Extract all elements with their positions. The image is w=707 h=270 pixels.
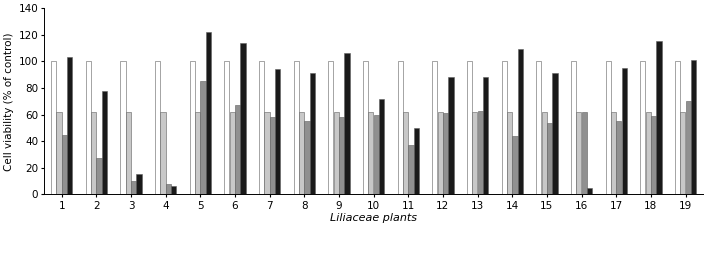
Bar <box>310 73 315 194</box>
Bar <box>165 184 171 194</box>
Bar <box>363 61 368 194</box>
Bar <box>120 61 126 194</box>
Bar <box>501 61 507 194</box>
Bar <box>374 114 379 194</box>
Bar <box>86 61 91 194</box>
Bar <box>200 81 206 194</box>
Bar <box>328 61 334 194</box>
Bar <box>571 61 576 194</box>
Bar <box>478 111 483 194</box>
X-axis label: Liliaceae plants: Liliaceae plants <box>330 213 417 224</box>
Bar <box>621 68 627 194</box>
Bar <box>379 99 384 194</box>
Bar <box>299 112 304 194</box>
Bar <box>136 174 141 194</box>
Bar <box>513 136 518 194</box>
Bar <box>617 121 621 194</box>
Bar <box>126 112 131 194</box>
Bar <box>230 112 235 194</box>
Bar <box>587 188 592 194</box>
Bar <box>675 61 680 194</box>
Bar <box>189 61 195 194</box>
Bar <box>160 112 165 194</box>
Bar <box>414 128 419 194</box>
Bar <box>293 61 299 194</box>
Bar <box>403 112 408 194</box>
Bar <box>651 116 656 194</box>
Bar <box>507 112 512 194</box>
Bar <box>368 112 373 194</box>
Bar <box>397 61 403 194</box>
Bar <box>67 58 72 194</box>
Bar <box>344 53 349 194</box>
Bar <box>102 91 107 194</box>
Bar <box>641 61 645 194</box>
Bar <box>62 134 67 194</box>
Bar <box>472 112 477 194</box>
Bar <box>605 61 611 194</box>
Bar <box>131 181 136 194</box>
Bar <box>195 112 200 194</box>
Bar <box>334 112 339 194</box>
Bar <box>691 60 696 194</box>
Bar <box>552 73 558 194</box>
Bar <box>680 112 685 194</box>
Bar <box>656 41 662 194</box>
Bar <box>240 43 245 194</box>
Bar <box>686 101 691 194</box>
Bar <box>576 112 581 194</box>
Bar <box>409 145 414 194</box>
Bar <box>51 61 56 194</box>
Bar <box>235 105 240 194</box>
Bar <box>224 61 230 194</box>
Bar <box>467 61 472 194</box>
Bar <box>438 112 443 194</box>
Bar <box>91 112 96 194</box>
Bar <box>542 112 547 194</box>
Bar <box>448 77 454 194</box>
Bar <box>547 123 552 194</box>
Bar <box>57 112 62 194</box>
Bar <box>275 69 280 194</box>
Bar <box>264 112 269 194</box>
Bar <box>582 112 587 194</box>
Bar <box>171 186 176 194</box>
Bar <box>518 49 523 194</box>
Bar <box>259 61 264 194</box>
Bar <box>304 121 310 194</box>
Bar <box>155 61 160 194</box>
Bar <box>483 77 489 194</box>
Bar <box>645 112 650 194</box>
Bar <box>611 112 616 194</box>
Y-axis label: Cell viability (% of control): Cell viability (% of control) <box>4 32 14 171</box>
Bar <box>339 117 344 194</box>
Bar <box>96 158 102 194</box>
Bar <box>536 61 542 194</box>
Bar <box>432 61 438 194</box>
Bar <box>443 113 448 194</box>
Bar <box>269 117 275 194</box>
Bar <box>206 32 211 194</box>
